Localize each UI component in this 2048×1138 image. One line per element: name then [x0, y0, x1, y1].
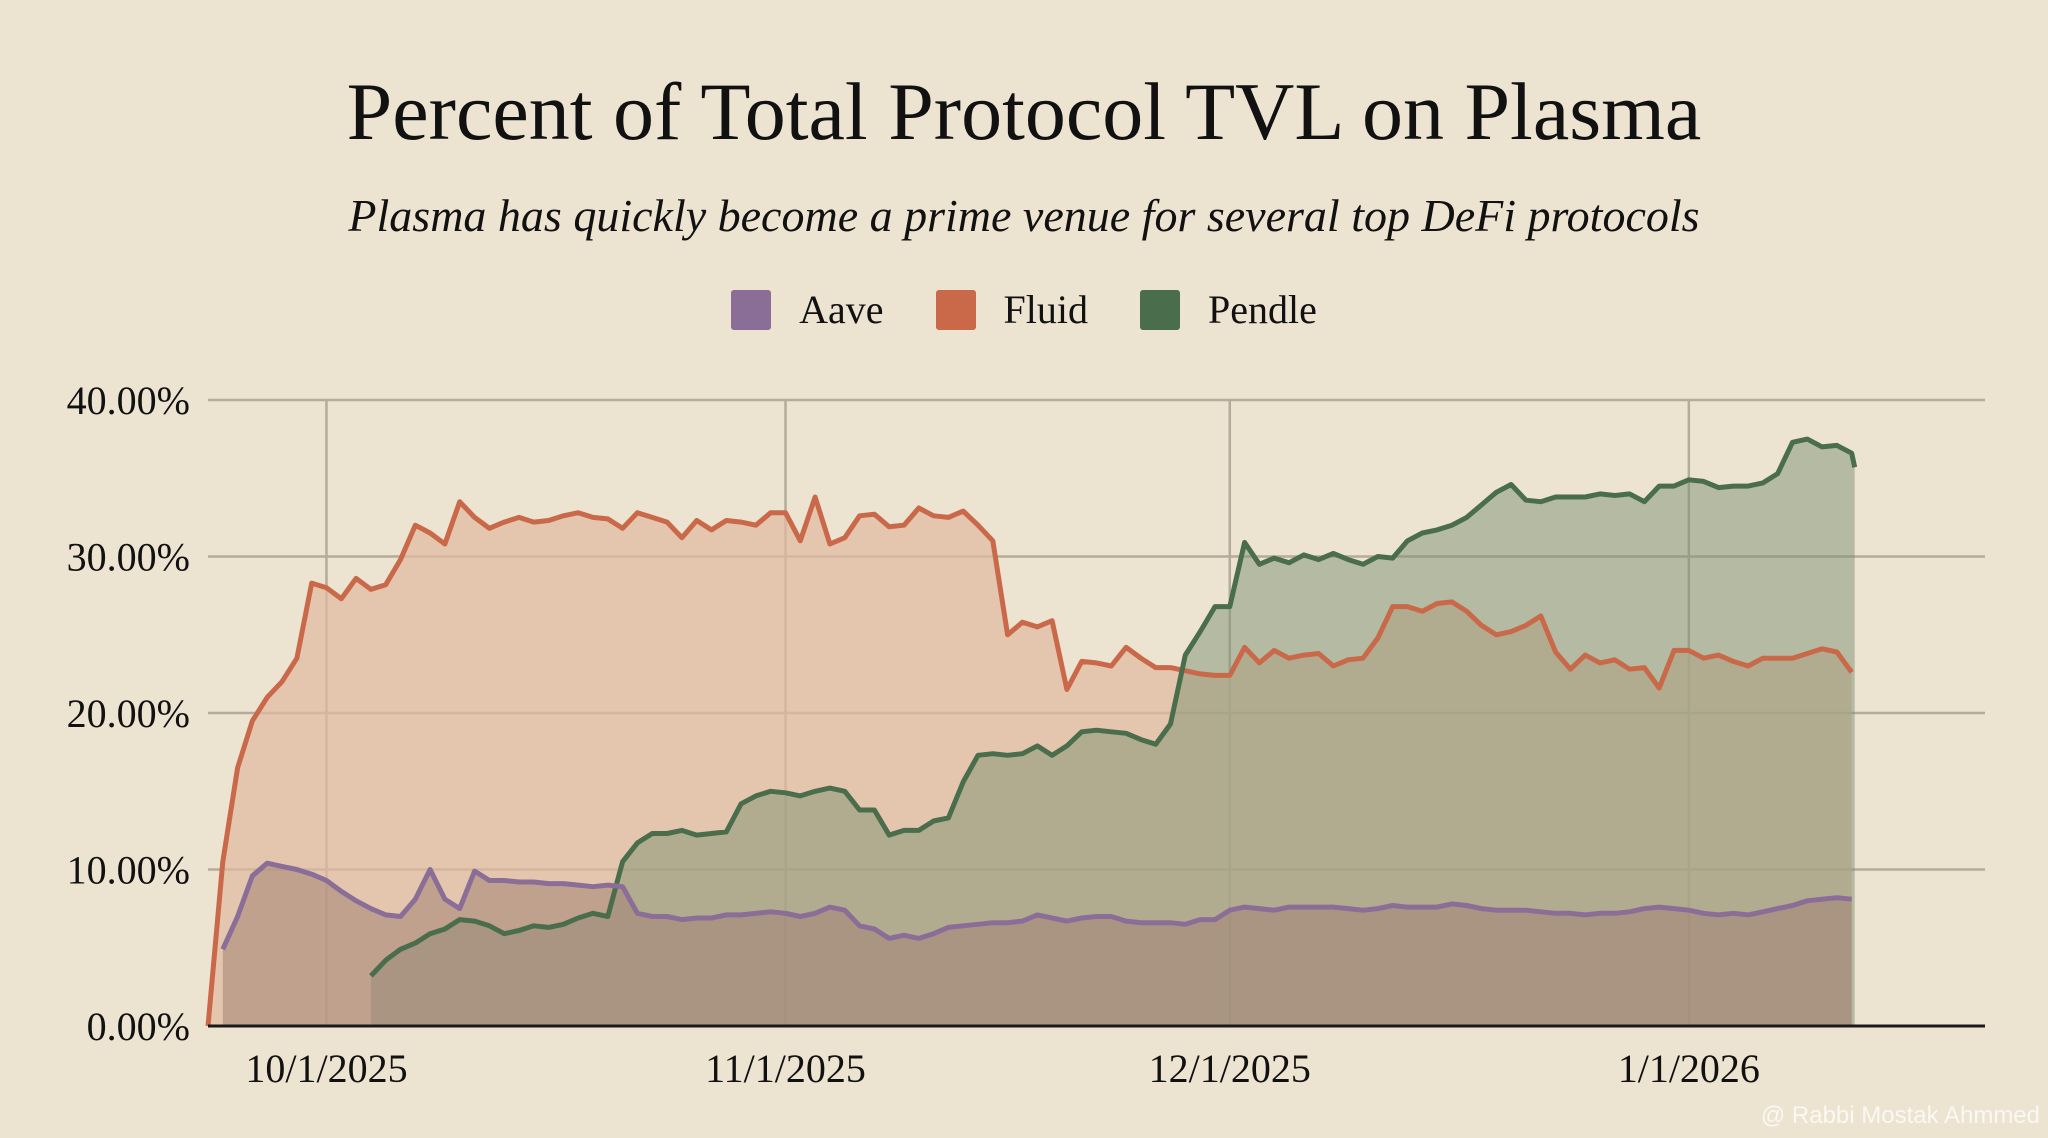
line-fluid: [205, 494, 1854, 1027]
legend-swatch-fluid: [935, 290, 976, 330]
chart-title: Percent of Total Protocol TVL on Plasma: [346, 66, 1702, 157]
legend: Aave Fluid Pendle: [0, 288, 2048, 332]
chart-subtitle: Plasma has quickly become a prime venue …: [348, 190, 1700, 241]
y-tick-label: 20.00%: [67, 691, 190, 736]
legend-label-pendle: Pendle: [1208, 287, 1317, 332]
legend-item-fluid: Fluid: [935, 287, 1088, 332]
legend-swatch-pendle: [1140, 290, 1180, 330]
y-tick-label: 40.00%: [67, 378, 190, 423]
legend-item-aave: Aave: [731, 287, 884, 332]
x-tick-label: 10/1/2025: [245, 1046, 407, 1091]
legend-label-aave: Aave: [799, 287, 884, 332]
y-tick-label: 0.00%: [87, 1004, 190, 1049]
line-aave: [220, 860, 1852, 951]
watermark: @ Rabbi Mostak Ahmmed: [1760, 1102, 2040, 1129]
x-tick-label: 1/1/2026: [1618, 1046, 1760, 1091]
x-tick-label: 12/1/2025: [1149, 1046, 1311, 1091]
legend-swatch-aave: [731, 290, 772, 330]
legend-label-fluid: Fluid: [1003, 287, 1088, 332]
x-tick-label: 11/1/2025: [705, 1046, 866, 1091]
line-pendle: [369, 436, 1858, 978]
y-tick-label: 30.00%: [67, 535, 190, 580]
legend-item-pendle: Pendle: [1140, 288, 1317, 332]
y-tick-label: 10.00%: [67, 848, 190, 893]
